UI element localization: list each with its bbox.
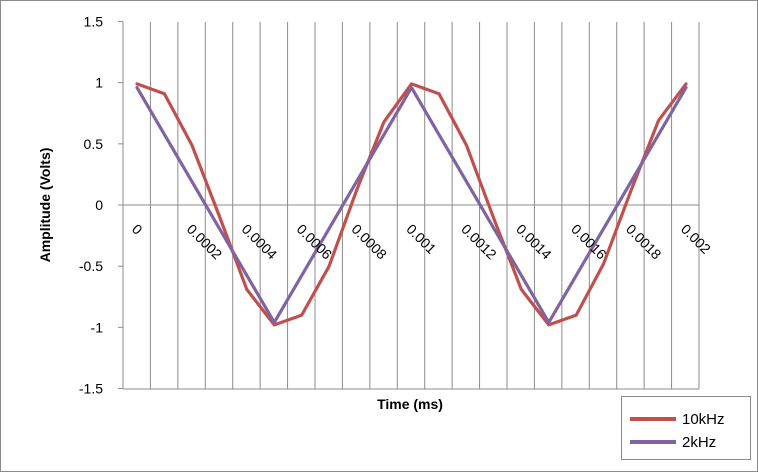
y-tick-label: -1.5 (79, 381, 103, 397)
x-tick-label: 0.002 (678, 221, 714, 257)
x-tick-labels: 0 0.0002 0.0004 0.0006 0.0008 0.001 0.0012 0.00… (129, 221, 714, 263)
legend-swatch-2khz (630, 440, 676, 444)
y-tick-label: -1 (91, 319, 104, 335)
x-tick-label: 0.0008 (348, 221, 390, 263)
x-tick-label: 0.001 (403, 221, 439, 257)
y-tick-label: 1 (95, 75, 103, 91)
x-tick-label: 0 (129, 221, 146, 238)
y-tick-label: 0.5 (84, 136, 104, 152)
y-tick-label: 0 (95, 197, 103, 213)
legend-swatch-10khz (630, 417, 676, 421)
series-group (135, 82, 688, 327)
legend: 10kHz 2kHz (621, 396, 751, 460)
series-line-10khz (135, 82, 688, 327)
x-tick-label: 0.0004 (239, 221, 281, 263)
x-axis-title: Time (ms) (377, 396, 443, 412)
legend-label-2khz: 2kHz (682, 433, 717, 451)
legend-item-2khz: 2kHz (630, 432, 716, 452)
y-axis-title: Amplitude (Volts) (37, 148, 53, 263)
series-line-2khz (135, 85, 688, 324)
y-tick-labels: 1.5 1 0.5 0 -0.5 -1 -1.5 (79, 14, 103, 397)
legend-label-10khz: 10kHz (682, 410, 725, 428)
y-tick-label: -0.5 (79, 258, 103, 274)
y-tick-label: 1.5 (84, 14, 104, 30)
legend-item-10khz: 10kHz (630, 409, 725, 429)
